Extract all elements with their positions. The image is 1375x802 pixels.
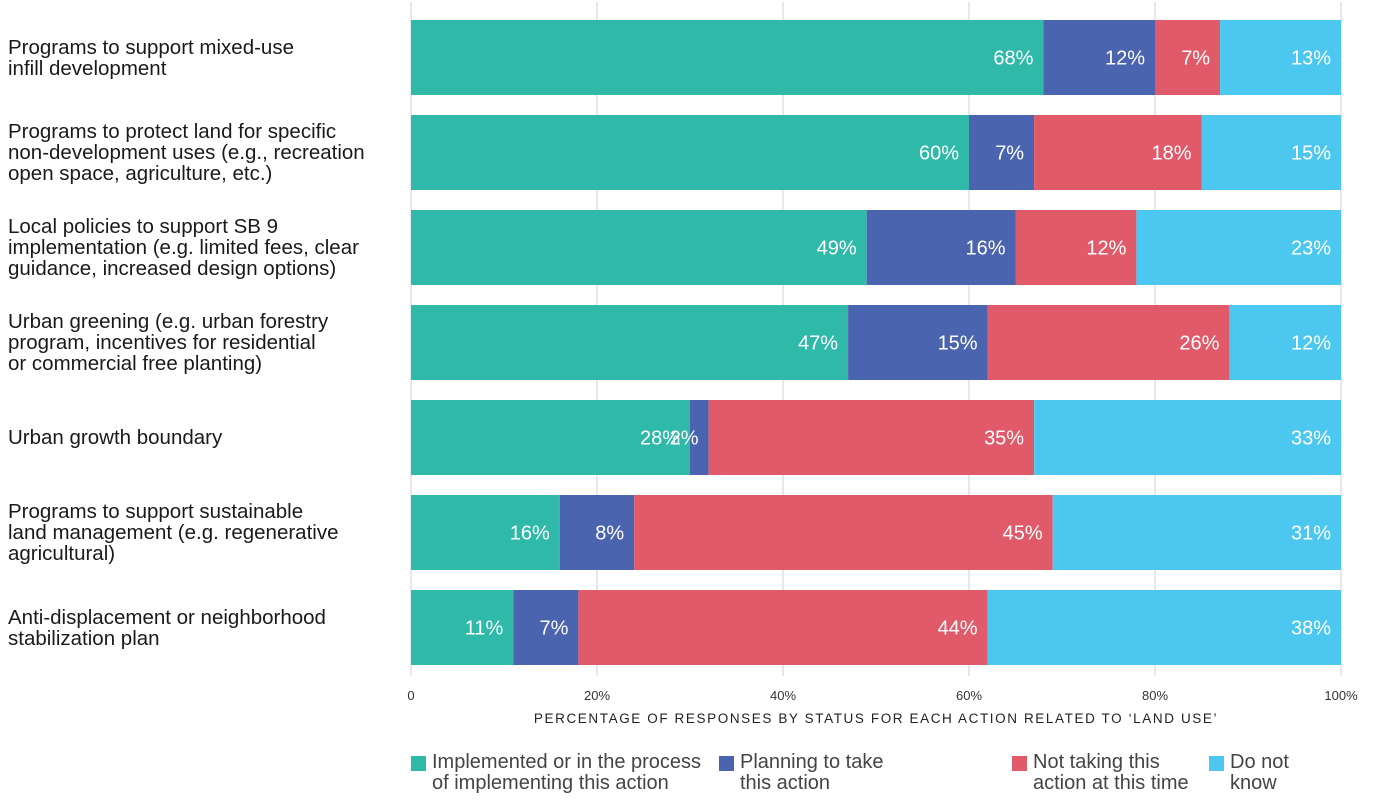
bar-segment bbox=[1201, 115, 1341, 190]
legend-label: Implemented or in the process of impleme… bbox=[432, 751, 702, 794]
bar-segment bbox=[866, 210, 1016, 285]
bar-segment bbox=[1034, 400, 1341, 475]
data-label: 11% bbox=[465, 618, 504, 640]
data-label: 7% bbox=[539, 618, 568, 640]
data-label: 13% bbox=[1291, 48, 1331, 70]
legend-item: Do not know bbox=[1209, 752, 1289, 794]
bar-segment bbox=[411, 590, 514, 665]
category-label: Anti-displacement or neighborhood stabil… bbox=[8, 605, 326, 650]
x-tick-label: 20% bbox=[584, 688, 610, 703]
bar-segment bbox=[411, 20, 1044, 95]
bar-segment bbox=[578, 590, 988, 665]
data-label: 68% bbox=[993, 48, 1033, 70]
data-label: 2% bbox=[670, 428, 699, 450]
legend-swatch bbox=[719, 756, 734, 771]
bar-segment bbox=[1034, 115, 1202, 190]
legend-swatch bbox=[1209, 756, 1224, 771]
data-label: 15% bbox=[1291, 143, 1331, 165]
legend-label: Planning to take this action bbox=[740, 751, 884, 794]
x-tick-label: 80% bbox=[1142, 688, 1168, 703]
data-label: 45% bbox=[1003, 523, 1043, 545]
legend-label: Do not know bbox=[1230, 751, 1289, 794]
bar-segment bbox=[411, 210, 867, 285]
data-label: 47% bbox=[798, 333, 838, 355]
bar-segment bbox=[1220, 20, 1341, 95]
data-label: 12% bbox=[1086, 238, 1126, 260]
category-label: Urban growth boundary bbox=[8, 426, 223, 449]
bar-segment bbox=[1155, 20, 1221, 95]
data-label: 18% bbox=[1151, 143, 1191, 165]
bar-segment bbox=[969, 115, 1035, 190]
data-label: 8% bbox=[595, 523, 624, 545]
data-label: 12% bbox=[1291, 333, 1331, 355]
bar-segment bbox=[1052, 495, 1341, 570]
legend-swatch bbox=[1012, 756, 1027, 771]
bar-segment bbox=[411, 305, 849, 380]
data-labels: 68% 12% 7% 13% 60% 7% 18% 15% 49% 16% 12% 23% 47% 15%… bbox=[465, 48, 1331, 640]
data-label: 12% bbox=[1105, 48, 1145, 70]
legend: Implemented or in the process of impleme… bbox=[411, 752, 1371, 800]
bar-segment bbox=[1136, 210, 1341, 285]
bar-segment bbox=[987, 305, 1230, 380]
bar-segment bbox=[708, 400, 1035, 475]
bar-segment bbox=[1229, 305, 1341, 380]
x-axis-title: PERCENTAGE OF RESPONSES BY STATUS FOR EA… bbox=[533, 711, 1219, 726]
data-label: 26% bbox=[1179, 333, 1219, 355]
data-label: 28% bbox=[640, 428, 680, 450]
bar-segment bbox=[634, 495, 1053, 570]
data-label: 60% bbox=[919, 143, 959, 165]
legend-label: Not taking this action at this time bbox=[1033, 751, 1189, 794]
data-label: 44% bbox=[938, 618, 978, 640]
data-label: 16% bbox=[965, 238, 1005, 260]
bar-segment bbox=[848, 305, 988, 380]
data-label: 49% bbox=[817, 238, 857, 260]
category-label: Urban greening (e.g. urban forestry prog… bbox=[8, 310, 329, 375]
legend-item: Implemented or in the process of impleme… bbox=[411, 752, 701, 794]
category-label: Programs to support mixed-use infill dev… bbox=[8, 35, 294, 80]
x-tick-labels: 0 20% 40% 60% 80% 100% bbox=[407, 688, 1358, 703]
bar-segment bbox=[1015, 210, 1137, 285]
x-tick-label: 60% bbox=[956, 688, 982, 703]
x-tick-label: 100% bbox=[1324, 688, 1358, 703]
data-label: 35% bbox=[984, 428, 1024, 450]
legend-item: Planning to take this action bbox=[719, 752, 883, 794]
category-label: Local policies to support SB 9 implement… bbox=[8, 215, 359, 280]
bar-segment bbox=[411, 115, 969, 190]
bar-segment bbox=[690, 400, 709, 475]
data-label: 33% bbox=[1291, 428, 1331, 450]
legend-swatch bbox=[411, 756, 426, 771]
bar-segment bbox=[411, 495, 560, 570]
category-label: Programs to protect land for specific no… bbox=[8, 120, 365, 185]
bar-segment bbox=[513, 590, 579, 665]
data-label: 15% bbox=[938, 333, 978, 355]
bar-segment bbox=[987, 590, 1341, 665]
x-tick-label: 0 bbox=[407, 688, 414, 703]
data-label: 23% bbox=[1291, 238, 1331, 260]
bar-segment bbox=[1043, 20, 1155, 95]
data-label: 16% bbox=[510, 523, 550, 545]
bars bbox=[411, 20, 1341, 665]
bar-segment bbox=[411, 400, 690, 475]
data-label: 31% bbox=[1291, 523, 1331, 545]
data-label: 38% bbox=[1291, 618, 1331, 640]
category-label: Programs to support sustainable land man… bbox=[8, 500, 339, 565]
x-tick-label: 40% bbox=[770, 688, 796, 703]
bar-segment bbox=[559, 495, 635, 570]
legend-item: Not taking this action at this time bbox=[1012, 752, 1189, 794]
data-label: 7% bbox=[995, 143, 1024, 165]
data-label: 7% bbox=[1181, 48, 1210, 70]
